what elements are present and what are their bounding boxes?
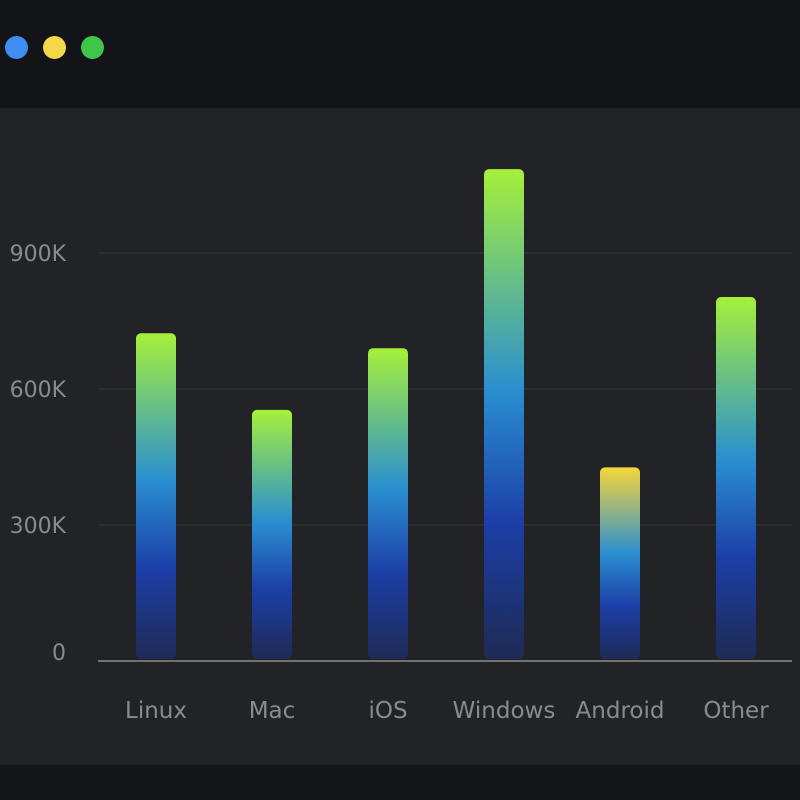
x-category-label: Mac <box>249 698 296 724</box>
x-category-label: Other <box>703 698 769 724</box>
y-tick-label: 0 <box>52 641 66 666</box>
x-category-label: Windows <box>453 698 556 724</box>
bar-android[interactable] <box>600 467 640 659</box>
x-category-label: Linux <box>125 698 187 724</box>
y-tick-label: 300K <box>10 514 67 539</box>
bar-ios[interactable] <box>368 348 408 659</box>
y-tick-label: 900K <box>10 242 67 267</box>
bar-linux[interactable] <box>136 333 176 659</box>
x-category-label: iOS <box>368 698 407 724</box>
bottom-bar <box>0 765 800 800</box>
x-category-label: Android <box>576 698 665 724</box>
bar-other[interactable] <box>716 296 756 659</box>
bar-windows[interactable] <box>484 169 524 659</box>
minimize-window-button[interactable] <box>43 36 66 59</box>
close-window-button[interactable] <box>5 36 28 59</box>
maximize-window-button[interactable] <box>81 36 104 59</box>
bar-mac[interactable] <box>252 409 292 659</box>
window-titlebar <box>0 0 800 108</box>
y-tick-label: 600K <box>10 378 67 403</box>
